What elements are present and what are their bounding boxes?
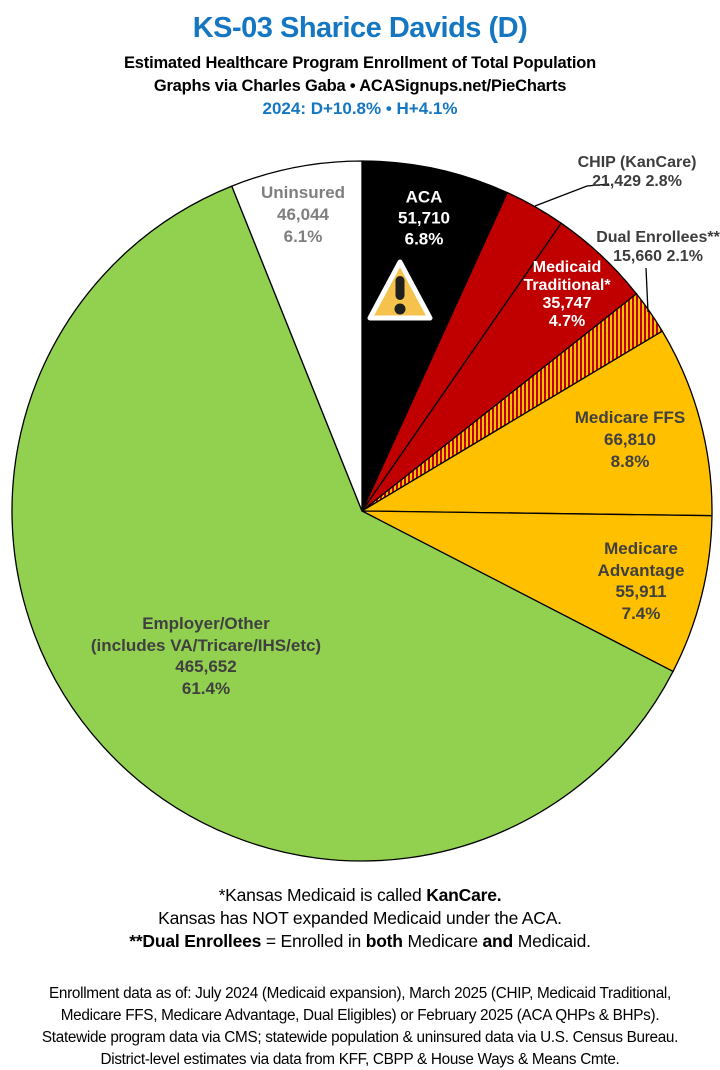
slice-name: Dual Enrollees**	[596, 229, 720, 246]
slice-label-uninsured: Uninsured 46,044 6.1%	[261, 182, 345, 248]
slice-label-chip: CHIP (KanCare) 21,429 2.8%	[578, 153, 697, 191]
pie-slice-uninsured	[231, 160, 363, 512]
slice-value: 35,747	[542, 295, 592, 312]
slice-value: 21,429 2.8%	[592, 173, 682, 190]
partisan-lean-line: 2024: D+10.8% • H+4.1%	[262, 99, 458, 118]
slice-value: 51,710	[398, 208, 450, 228]
leader-line-dual-enrollees	[645, 267, 649, 313]
pie-slice-medicare-ffs	[361, 330, 713, 517]
slice-value: 55,911	[615, 582, 667, 601]
leader-line-chip	[534, 183, 610, 207]
slice-name: CHIP (KanCare)	[577, 154, 697, 171]
slice-label-employer-other: Employer/Other (includes VA/Tricare/IHS/…	[91, 613, 321, 699]
slice-name: Employer/Other	[142, 614, 270, 633]
slice-value: 15,660 2.1%	[613, 248, 703, 265]
pie-slice-medicare-advantage	[361, 510, 713, 673]
footnote-line: Kansas has NOT expanded Medicaid under t…	[158, 908, 562, 928]
slice-pct: 4.7%	[548, 313, 586, 330]
slice-value: 66,810	[603, 430, 656, 449]
pie-slice-employer-other	[11, 185, 674, 862]
slice-name: Traditional*	[523, 277, 611, 294]
warning-triangle-icon	[367, 259, 433, 321]
source-line: Statewide program data via CMS; statewid…	[41, 1029, 679, 1046]
footnote-line: **Dual Enrollees = Enrolled in both Medi…	[129, 931, 591, 951]
slice-name: Medicare FFS	[574, 408, 686, 427]
slice-label-medicare-advantage: Medicare Advantage 55,911 7.4%	[598, 538, 685, 624]
source-line: Enrollment data as of: July 2024 (Medica…	[49, 985, 671, 1002]
slice-label-dual-enrollees: Dual Enrollees** 15,660 2.1%	[596, 228, 720, 266]
pie-slice-aca	[361, 160, 508, 512]
footnote-line: *Kansas Medicaid is called KanCare.	[218, 885, 502, 905]
slice-pct: 8.8%	[610, 452, 650, 471]
slice-pct: 7.4%	[621, 603, 661, 623]
slice-name: ACA	[405, 187, 443, 207]
slice-pct: 61.4%	[181, 678, 231, 698]
slice-label-medicaid-traditional: Medicaid Traditional* 35,747 4.7%	[523, 259, 610, 331]
source-block: Enrollment data as of: July 2024 (Medica…	[0, 983, 720, 1070]
attribution-line: Graphs via Charles Gaba • ACASignups.net…	[153, 77, 567, 95]
slice-name: Advantage	[597, 560, 685, 580]
slice-label-aca: ACA 51,710 6.8%	[398, 187, 450, 250]
source-line: District-level estimates via data from K…	[100, 1051, 620, 1068]
slice-pct: 6.8%	[404, 229, 444, 249]
slice-value: 46,044	[277, 205, 329, 224]
slice-value: 465,652	[175, 657, 237, 676]
slice-name: (includes VA/Tricare/IHS/etc)	[90, 635, 322, 655]
source-line: Medicare FFS, Medicare Advantage, Dual E…	[60, 1007, 660, 1024]
slice-name: Uninsured	[260, 183, 346, 202]
slice-label-medicare-ffs: Medicare FFS 66,810 8.8%	[575, 407, 686, 473]
chart-subtitle: Estimated Healthcare Program Enrollment …	[124, 54, 596, 72]
footnotes: *Kansas Medicaid is called KanCare. Kansa…	[0, 884, 720, 953]
slice-name: Medicaid	[532, 259, 602, 276]
page-title: KS-03 Sharice Davids (D)	[192, 12, 528, 44]
slice-pct: 6.1%	[283, 227, 323, 246]
slice-name: Medicare	[604, 539, 678, 558]
